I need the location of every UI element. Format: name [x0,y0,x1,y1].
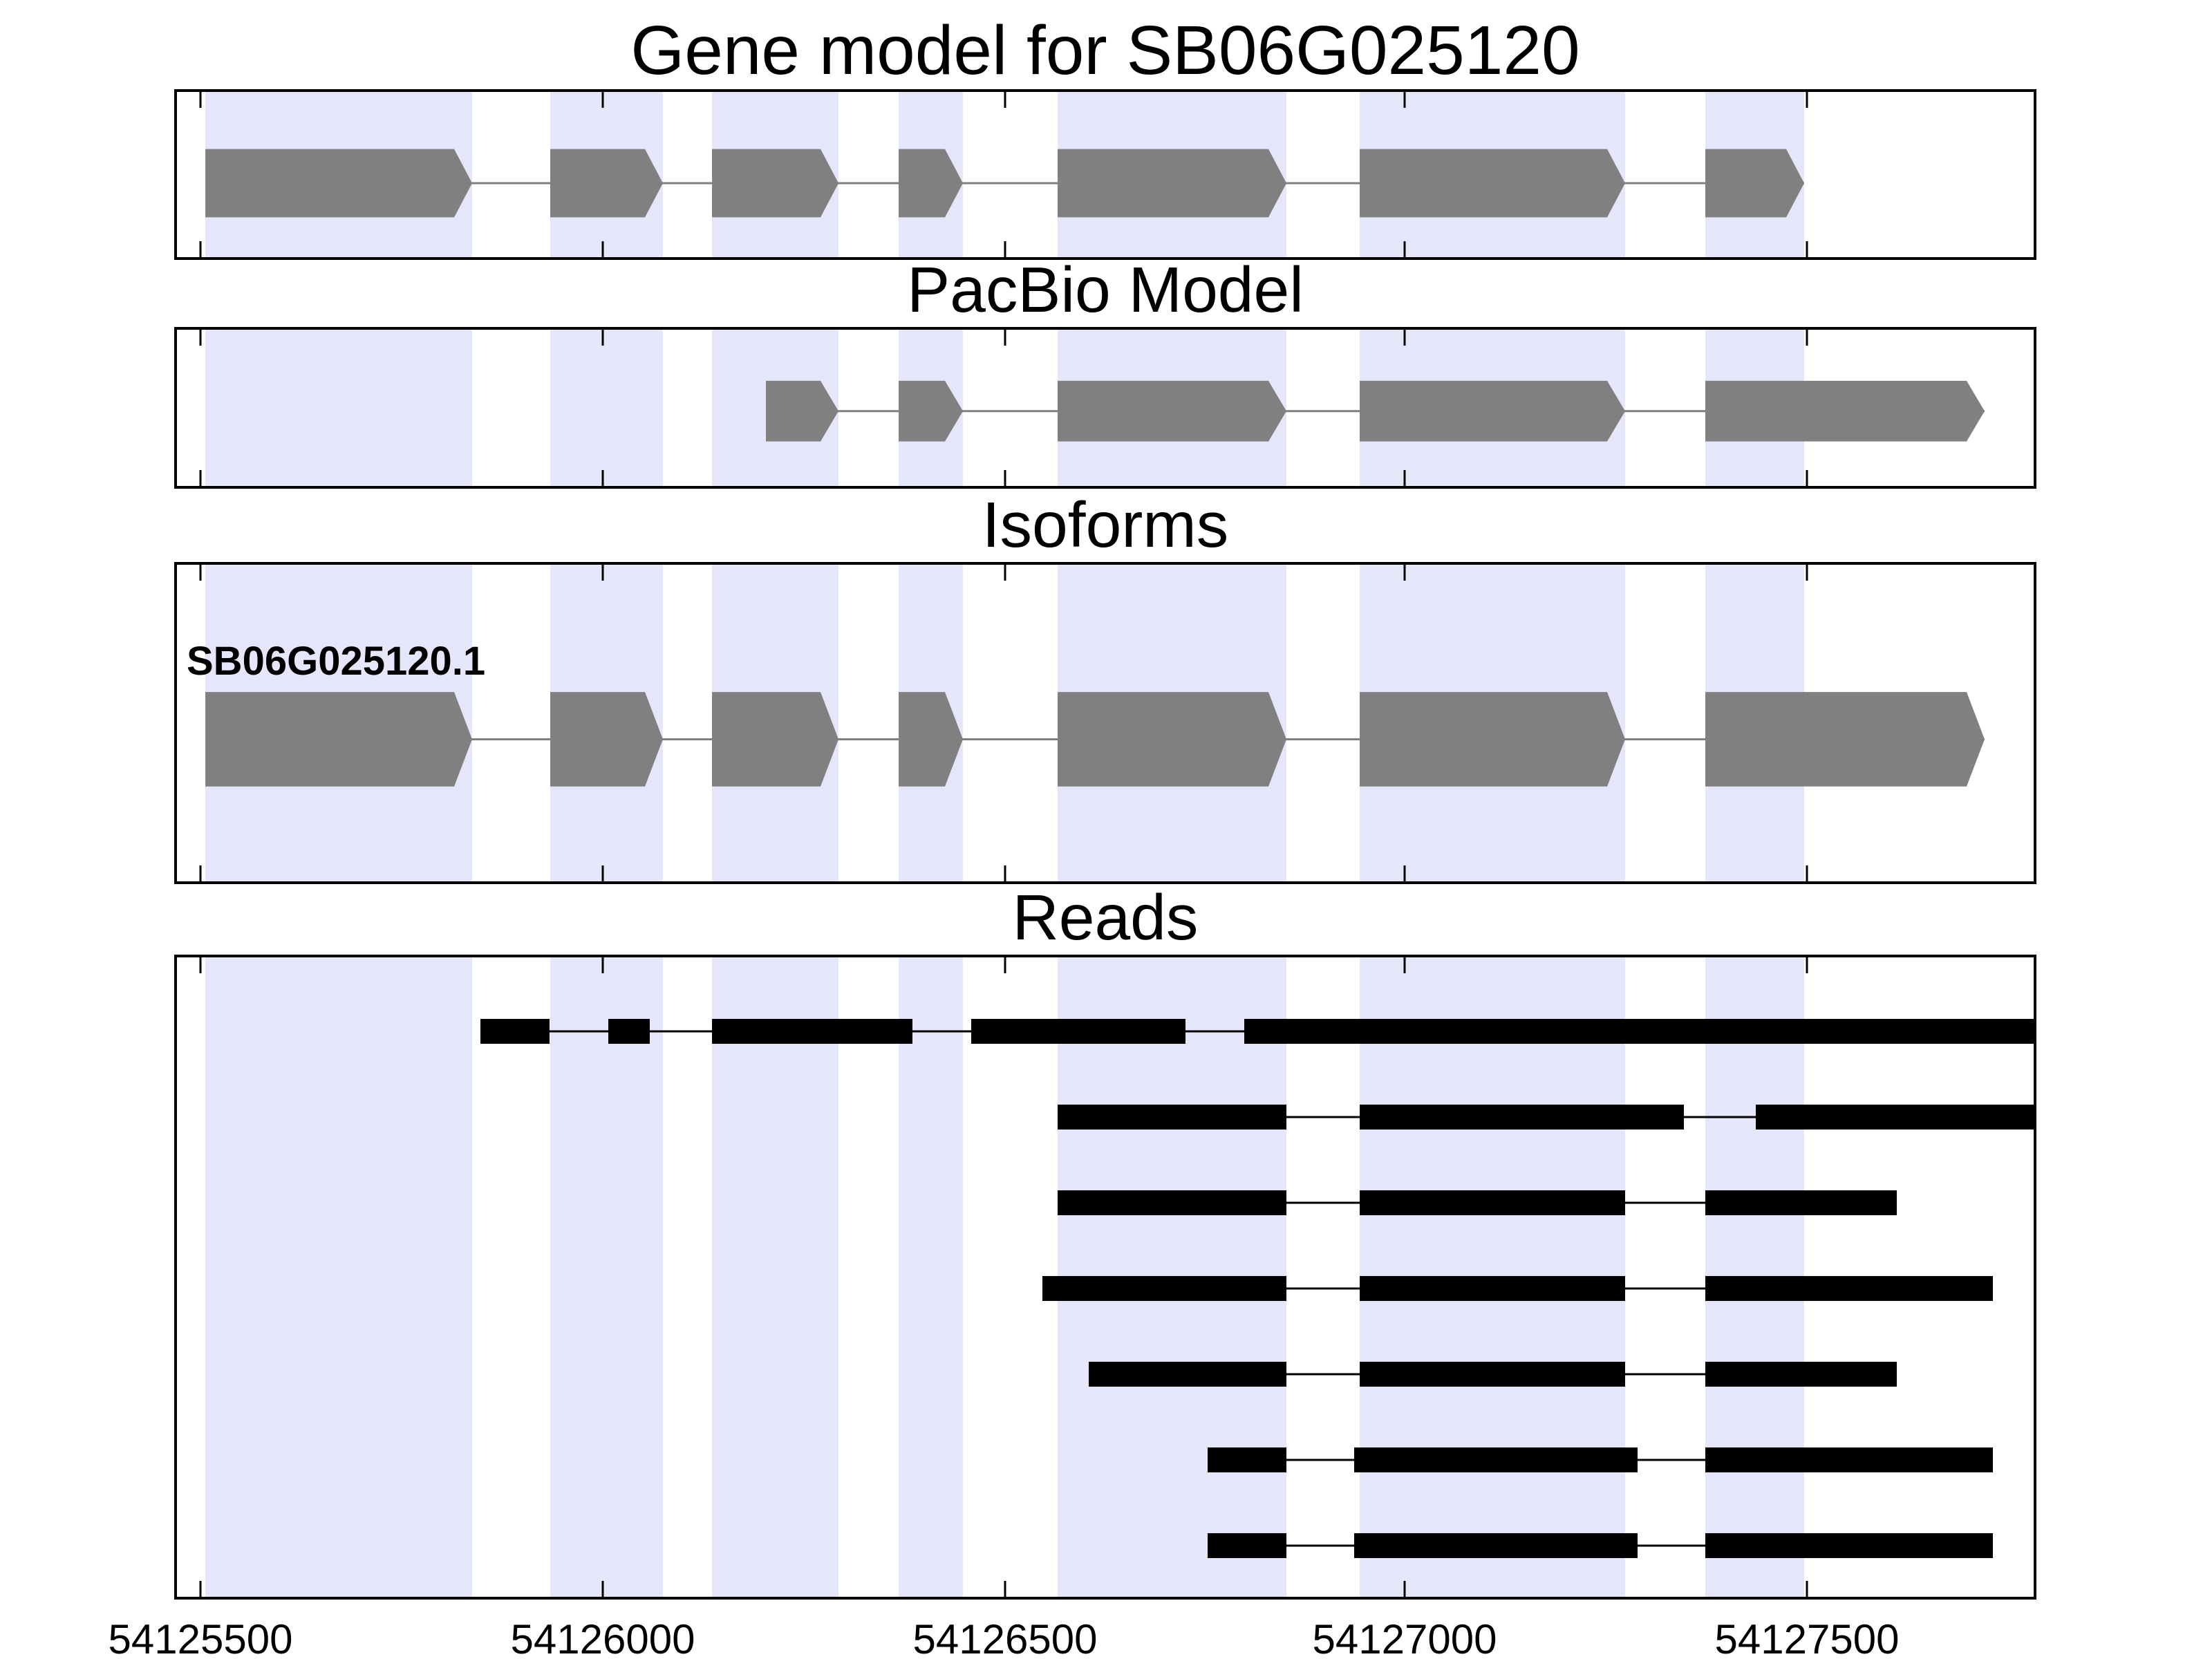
svg-text:54126000: 54126000 [511,1616,695,1659]
svg-text:Reads: Reads [1013,881,1199,953]
svg-text:54126500: 54126500 [913,1616,1098,1659]
svg-text:Isoforms: Isoforms [982,489,1229,561]
svg-text:54125500: 54125500 [109,1616,293,1659]
svg-text:PacBio Model: PacBio Model [907,254,1304,326]
svg-text:Gene model for SB06G025120: Gene model for SB06G025120 [630,12,1580,89]
svg-text:54127500: 54127500 [1715,1616,1900,1659]
svg-text:54127000: 54127000 [1313,1616,1497,1659]
svg-text:SB06G025120.1: SB06G025120.1 [187,639,485,684]
